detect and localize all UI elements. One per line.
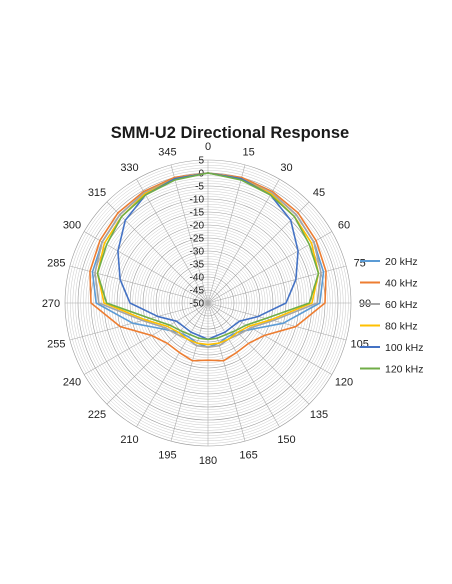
radial-tick-label: -20 (190, 221, 205, 232)
spoke-line (207, 201, 310, 304)
angle-label-180: 180 (199, 455, 217, 467)
spoke-line (69, 302, 209, 341)
angle-label-345: 345 (158, 146, 176, 158)
angle-label-300: 300 (63, 220, 81, 232)
series-lines (89, 172, 327, 362)
legend-label: 80 kHz (385, 321, 418, 333)
legend-label: 20 kHz (385, 256, 418, 268)
spoke-line (136, 179, 209, 304)
spoke-line (84, 302, 209, 375)
angle-label-105: 105 (351, 339, 369, 351)
legend-label: 60 kHz (385, 299, 418, 311)
spoke-line (207, 302, 246, 442)
spoke-line (106, 201, 209, 304)
angle-label-0: 0 (205, 141, 211, 153)
angle-label-30: 30 (280, 162, 292, 174)
legend-label: 100 kHz (385, 342, 424, 354)
radial-tick-label: -50 (190, 299, 205, 310)
series-line-120-khz (96, 172, 320, 341)
radial-tick-label: -30 (190, 247, 205, 258)
spoke-line (106, 302, 209, 405)
legend: 20 kHz 40 kHz 60 kHz 80 kHz 100 kHz 120 kHz (360, 256, 424, 376)
radial-tick-label: -35 (190, 260, 205, 271)
radial-tick-label: -5 (195, 182, 204, 193)
series-line-60-khz (94, 172, 322, 348)
spoke-line (207, 302, 280, 427)
legend-label: 40 kHz (385, 278, 418, 290)
angle-label-15: 15 (242, 146, 254, 158)
spoke-line (170, 164, 209, 304)
series-line-40-khz (89, 172, 327, 362)
angle-label-45: 45 (313, 187, 325, 199)
angle-label-60: 60 (338, 220, 350, 232)
angle-label-330: 330 (120, 162, 138, 174)
angle-labels: 0 153045607590105120135150165180195210225… (42, 141, 371, 467)
radial-tick-label: -25 (190, 234, 205, 245)
angle-label-315: 315 (88, 187, 106, 199)
angle-label-195: 195 (158, 450, 176, 462)
spoke-line (207, 302, 332, 375)
radial-tick-label: 5 (198, 156, 204, 167)
angle-label-150: 150 (277, 434, 295, 446)
legend-label: 120 kHz (385, 364, 424, 376)
spoke-line (207, 164, 246, 304)
radial-tick-labels: 50-5-10-15-20-25-30-35-40-45-50 (190, 156, 205, 310)
angle-label-210: 210 (120, 434, 138, 446)
angle-label-165: 165 (239, 450, 257, 462)
angle-label-120: 120 (335, 377, 353, 389)
radial-tick-label: -45 (190, 286, 205, 297)
angle-label-285: 285 (47, 257, 65, 269)
radial-tick-label: -10 (190, 195, 205, 206)
spoke-line (207, 302, 310, 405)
angle-label-255: 255 (47, 339, 65, 351)
radial-tick-label: -15 (190, 208, 205, 219)
spoke-line (170, 302, 209, 442)
chart-title: SMM-U2 Directional Response (111, 124, 349, 142)
angle-label-75: 75 (354, 257, 366, 269)
radial-tick-label: -40 (190, 273, 205, 284)
spoke-line (207, 302, 347, 341)
angle-label-270: 270 (42, 298, 60, 310)
angle-label-225: 225 (88, 409, 106, 421)
spoke-line (207, 179, 280, 304)
angle-label-135: 135 (310, 409, 328, 421)
series-line-80-khz (96, 172, 320, 346)
angle-label-240: 240 (63, 377, 81, 389)
spoke-line (136, 302, 209, 427)
